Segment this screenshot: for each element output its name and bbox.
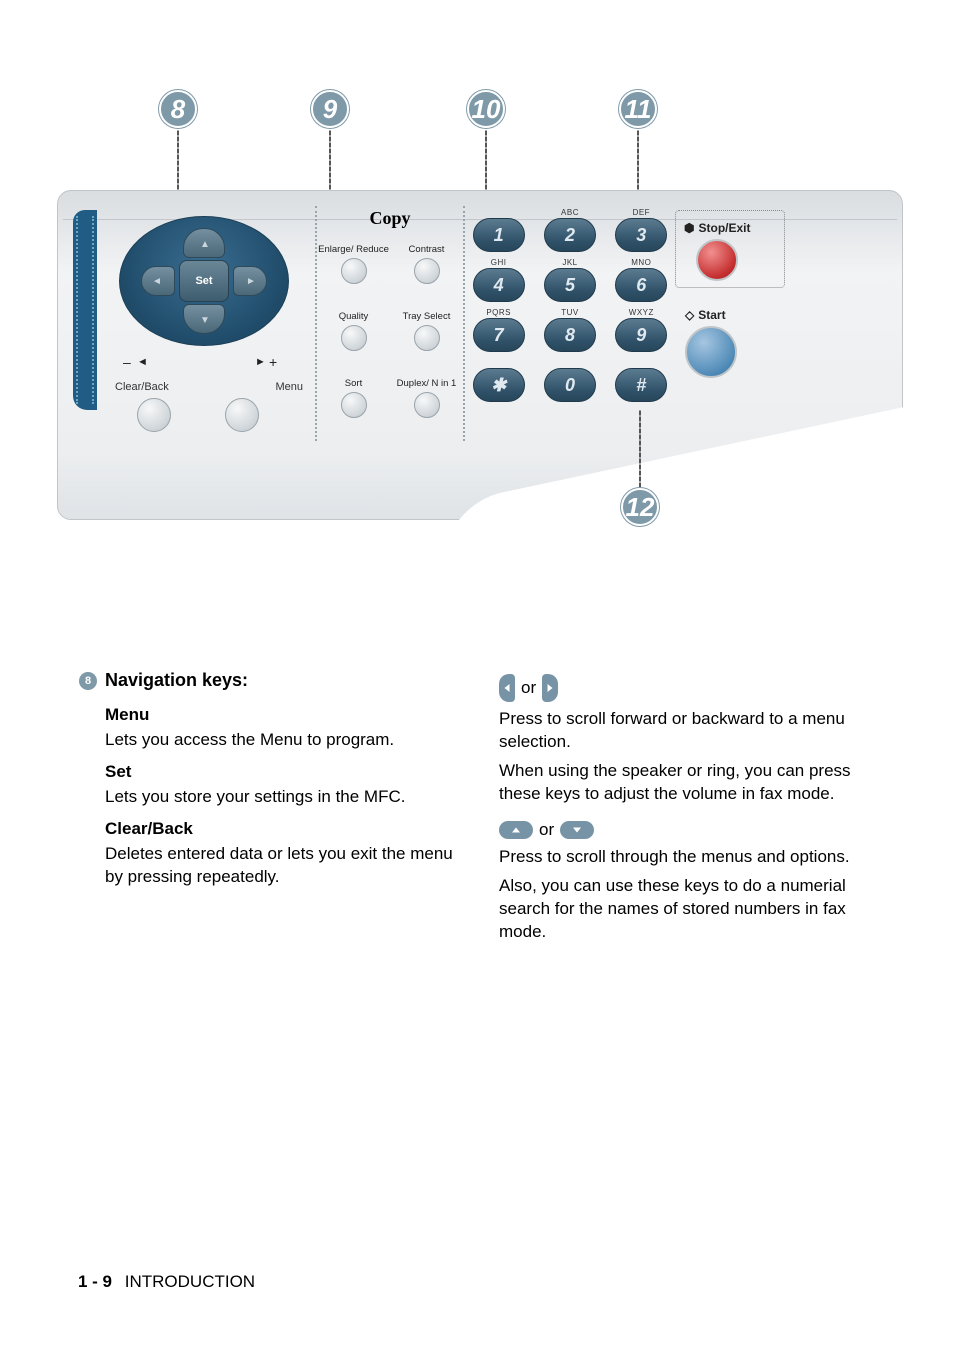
callout-mini-8: 8: [79, 672, 97, 690]
left-arrow-icon: ◄: [137, 356, 148, 368]
nav-up-button[interactable]: ▲: [183, 228, 225, 258]
minus-label: –: [123, 354, 131, 370]
key-2[interactable]: 2: [544, 218, 596, 252]
quality-button[interactable]: [341, 325, 367, 351]
start-icon: ◇: [685, 308, 694, 322]
right-column: or Press to scroll forward or backward t…: [499, 670, 879, 950]
section-name: INTRODUCTION: [125, 1272, 255, 1291]
or-label: or: [539, 820, 554, 840]
body-lr-1: Press to scroll forward or backward to a…: [499, 708, 879, 754]
nav-down-button[interactable]: ▼: [183, 304, 225, 334]
right-key-icon: [542, 674, 558, 702]
key-sub: TUV: [561, 308, 579, 318]
control-panel-diagram: 8 9 10 11 ▲ ▼ ◄ ► Set – ◄ ►: [75, 80, 885, 520]
nav-dpad: ▲ ▼ ◄ ► Set: [141, 228, 267, 334]
stop-exit-group: ⬢ Stop/Exit: [675, 210, 785, 288]
key-1[interactable]: 1: [473, 218, 525, 252]
body-ud-2: Also, you can use these keys to do a num…: [499, 875, 879, 944]
start-button[interactable]: [685, 326, 737, 378]
body-ud-1: Press to scroll through the menus and op…: [499, 846, 879, 869]
copy-label: Tray Select: [403, 302, 451, 322]
key-6[interactable]: 6: [615, 268, 667, 302]
stop-exit-button[interactable]: [696, 239, 738, 281]
sort-button[interactable]: [341, 392, 367, 418]
copy-label: Enlarge/ Reduce: [318, 235, 389, 255]
body-set: Lets you store your settings in the MFC.: [105, 786, 459, 809]
menu-label: Menu: [275, 381, 303, 393]
or-label: or: [521, 678, 536, 698]
copy-zone: Copy Enlarge/ Reduce Contrast Quality Tr…: [315, 206, 465, 441]
section-heading: Navigation keys:: [105, 670, 248, 691]
enlarge-reduce-button[interactable]: [341, 258, 367, 284]
key-hash[interactable]: #: [615, 368, 667, 402]
key-5[interactable]: 5: [544, 268, 596, 302]
body-clear: Deletes entered data or lets you exit th…: [105, 843, 459, 889]
nav-right-button[interactable]: ►: [233, 266, 267, 296]
term-set: Set: [105, 762, 459, 782]
tray-select-button[interactable]: [414, 325, 440, 351]
right-arrow-icon: ►: [255, 356, 266, 368]
numeric-keypad: 1 ABC2 DEF3 GHI4 JKL5 MNO6 PQRS7 TUV8 WX…: [470, 208, 670, 402]
contrast-button[interactable]: [414, 258, 440, 284]
key-sub: ABC: [561, 208, 579, 218]
copy-title: Copy: [317, 208, 463, 229]
duplex-nin1-button[interactable]: [414, 392, 440, 418]
callout-11: 11: [619, 90, 657, 128]
page-number: 1 - 9: [78, 1272, 112, 1291]
copy-label: Contrast: [409, 235, 445, 255]
stop-icon: ⬢: [684, 221, 694, 235]
term-menu: Menu: [105, 705, 459, 725]
set-button[interactable]: Set: [179, 260, 229, 302]
up-key-icon: [499, 821, 533, 839]
left-column: 8 Navigation keys: Menu Lets you access …: [79, 670, 459, 950]
key-sub: GHI: [491, 258, 507, 268]
plus-label: +: [269, 354, 277, 370]
menu-button[interactable]: [225, 398, 259, 432]
key-sub: PQRS: [486, 308, 511, 318]
nav-left-button[interactable]: ◄: [141, 266, 175, 296]
stop-exit-label: Stop/Exit: [698, 221, 750, 235]
copy-label: Duplex/ N in 1: [397, 369, 457, 389]
right-button-zone: ⬢ Stop/Exit ◇ Start: [675, 210, 845, 378]
clear-back-label: Clear/Back: [115, 381, 169, 393]
key-sub: WXYZ: [629, 308, 654, 318]
key-sub: MNO: [631, 258, 651, 268]
body-menu: Lets you access the Menu to program.: [105, 729, 459, 752]
key-sub: JKL: [562, 258, 577, 268]
clear-back-button[interactable]: [137, 398, 171, 432]
callout-9: 9: [311, 90, 349, 128]
nav-cluster: ▲ ▼ ◄ ► Set – ◄ ► + Clear/Back Menu: [97, 206, 312, 441]
key-star[interactable]: ✱: [473, 368, 525, 402]
key-9[interactable]: 9: [615, 318, 667, 352]
copy-label: Sort: [345, 369, 362, 389]
nav-bottom-labels: Clear/Back Menu: [115, 381, 315, 393]
copy-label: Quality: [339, 302, 369, 322]
key-sub: DEF: [633, 208, 651, 218]
callout-8: 8: [159, 90, 197, 128]
key-8[interactable]: 8: [544, 318, 596, 352]
panel-left-strip: [73, 210, 97, 410]
key-3[interactable]: 3: [615, 218, 667, 252]
down-key-icon: [560, 821, 594, 839]
term-clear: Clear/Back: [105, 819, 459, 839]
callout-12: 12: [621, 488, 659, 526]
body-lr-2: When using the speaker or ring, you can …: [499, 760, 879, 806]
dotted-leader: [639, 410, 641, 490]
callout-10: 10: [467, 90, 505, 128]
key-7[interactable]: 7: [473, 318, 525, 352]
page-footer: 1 - 9 INTRODUCTION: [78, 1272, 255, 1292]
start-label: Start: [698, 308, 725, 322]
left-key-icon: [499, 674, 515, 702]
key-0[interactable]: 0: [544, 368, 596, 402]
key-4[interactable]: 4: [473, 268, 525, 302]
